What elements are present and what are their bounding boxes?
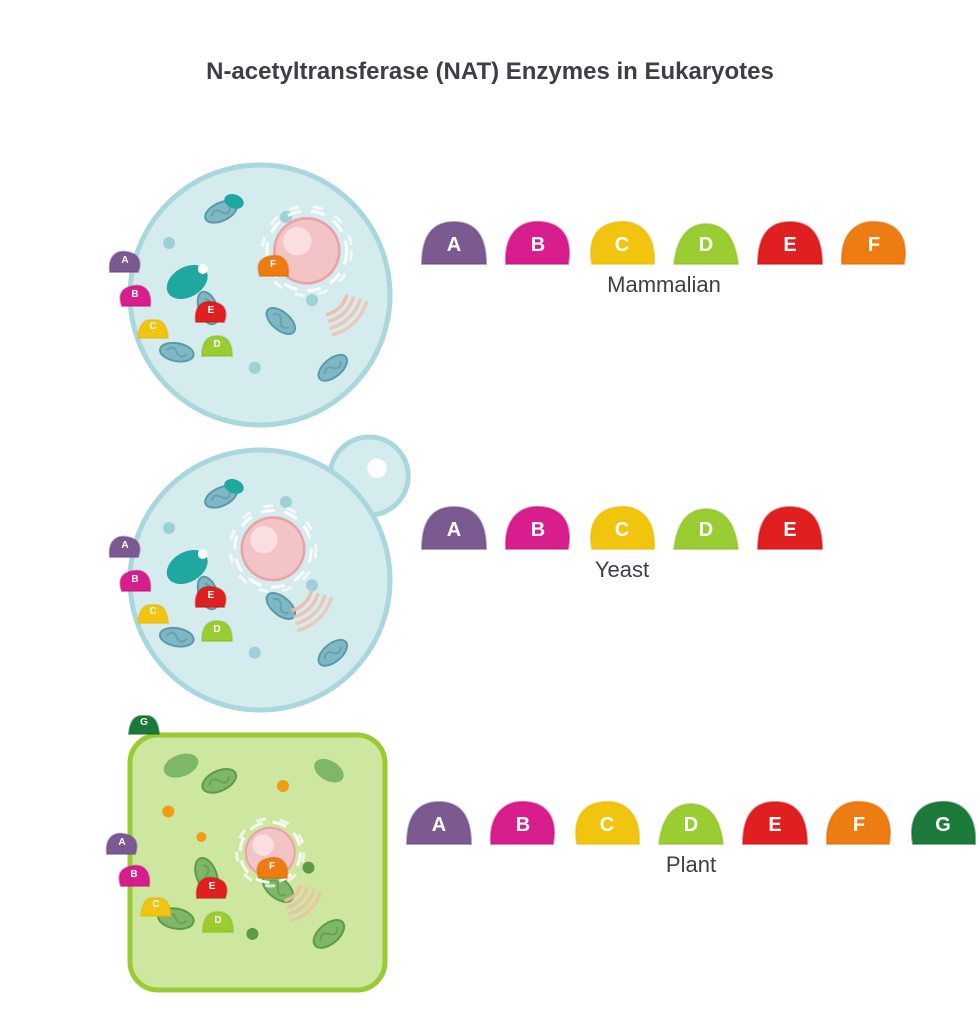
legend-enzyme-label: C — [588, 234, 656, 257]
legend-enzyme-b: B — [504, 220, 572, 264]
legend-enzyme-label: D — [672, 234, 740, 257]
cell-enzyme-e: E — [194, 585, 228, 612]
legend-enzyme-a: A — [420, 220, 488, 264]
legend-caption: Mammalian — [420, 272, 908, 298]
legend-enzyme-d: D — [657, 800, 725, 844]
legend-enzyme-label: A — [420, 519, 488, 542]
legend-caption: Plant — [405, 852, 977, 878]
cell-enzyme-c: C — [136, 601, 170, 628]
legend-enzyme-g: G — [909, 800, 977, 844]
legend-enzyme-label: E — [741, 814, 809, 837]
cell-enzyme-f: F — [256, 254, 290, 281]
cell-enzyme-b: B — [117, 864, 151, 891]
cell-enzyme-g: G — [127, 712, 161, 739]
legend-enzyme-label: F — [840, 234, 908, 257]
cell-enzyme-d: D — [201, 910, 235, 937]
cell-enzyme-c: C — [139, 894, 173, 921]
legend-enzyme-e: E — [756, 505, 824, 549]
cell-enzyme-b: B — [118, 284, 152, 311]
cell-enzyme-d: D — [200, 619, 234, 646]
legend-enzyme-b: B — [489, 800, 557, 844]
cell-enzyme-b: B — [118, 569, 152, 596]
legend-enzyme-c: C — [588, 505, 656, 549]
legend-enzyme-label: B — [504, 234, 572, 257]
legend-enzyme-label: B — [504, 519, 572, 542]
cell-enzyme-d: D — [200, 334, 234, 361]
legend-enzyme-label: E — [756, 519, 824, 542]
mammalian-legend: ABCDEF Mammalian — [420, 220, 908, 298]
legend-enzyme-label: G — [909, 814, 977, 837]
cell-enzyme-a: A — [108, 250, 142, 277]
plant-legend: ABCDEFG Plant — [405, 800, 977, 878]
legend-enzyme-label: A — [420, 234, 488, 257]
legend-enzyme-e: E — [756, 220, 824, 264]
legend-enzyme-label: B — [489, 814, 557, 837]
legend-enzyme-a: A — [405, 800, 473, 844]
legend-enzyme-label: C — [588, 519, 656, 542]
legend-enzyme-d: D — [672, 505, 740, 549]
legend-enzyme-label: D — [657, 814, 725, 837]
legend-enzyme-label: F — [825, 814, 893, 837]
legend-enzyme-label: C — [573, 814, 641, 837]
legend-enzyme-f: F — [825, 800, 893, 844]
page-title: N-acetyltransferase (NAT) Enzymes in Euk… — [0, 58, 980, 86]
cell-enzyme-e: E — [194, 300, 228, 327]
legend-caption: Yeast — [420, 557, 824, 583]
legend-enzyme-a: A — [420, 505, 488, 549]
yeast-legend: ABCDE Yeast — [420, 505, 824, 583]
legend-enzyme-label: D — [672, 519, 740, 542]
legend-enzyme-label: A — [405, 814, 473, 837]
legend-enzyme-f: F — [840, 220, 908, 264]
cell-enzyme-c: C — [136, 316, 170, 343]
legend-enzyme-e: E — [741, 800, 809, 844]
legend-enzyme-b: B — [504, 505, 572, 549]
cell-enzyme-a: A — [105, 832, 139, 859]
legend-enzyme-d: D — [672, 220, 740, 264]
cell-enzyme-e: E — [195, 876, 229, 903]
legend-enzyme-c: C — [573, 800, 641, 844]
cell-enzyme-f: F — [255, 856, 289, 883]
legend-enzyme-c: C — [588, 220, 656, 264]
cell-enzyme-a: A — [108, 535, 142, 562]
legend-enzyme-label: E — [756, 234, 824, 257]
